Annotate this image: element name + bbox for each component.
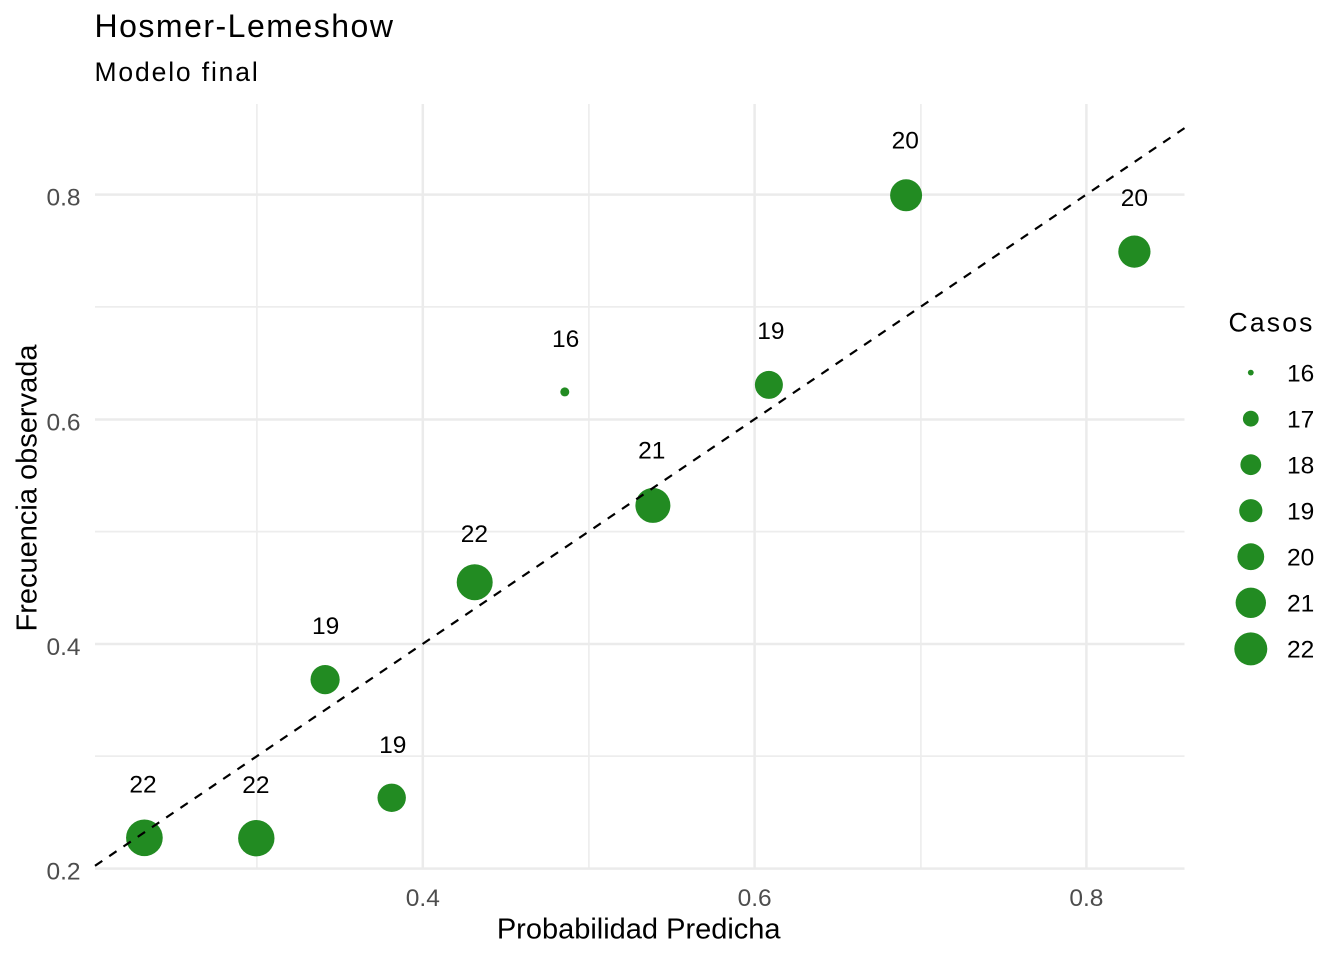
svg-text:22: 22 — [1287, 637, 1314, 664]
svg-text:Hosmer-Lemeshow: Hosmer-Lemeshow — [95, 8, 395, 44]
svg-text:21: 21 — [638, 438, 665, 465]
svg-text:0.4: 0.4 — [46, 634, 80, 661]
svg-text:19: 19 — [1287, 498, 1314, 525]
svg-text:0.8: 0.8 — [46, 184, 80, 211]
svg-text:0.6: 0.6 — [46, 409, 80, 436]
svg-text:21: 21 — [1287, 590, 1314, 617]
svg-text:19: 19 — [312, 613, 339, 640]
svg-text:Frecuencia observada: Frecuencia observada — [12, 344, 44, 632]
svg-text:Probabilidad Predicha: Probabilidad Predicha — [497, 913, 782, 945]
svg-text:0.4: 0.4 — [406, 885, 440, 912]
svg-text:16: 16 — [552, 326, 579, 353]
svg-text:22: 22 — [461, 521, 488, 548]
svg-text:19: 19 — [757, 318, 784, 345]
svg-text:20: 20 — [1287, 544, 1314, 571]
svg-text:20: 20 — [1121, 185, 1148, 212]
svg-text:22: 22 — [129, 772, 156, 799]
svg-text:Casos: Casos — [1229, 308, 1315, 338]
svg-text:Modelo final: Modelo final — [95, 57, 260, 87]
svg-text:0.2: 0.2 — [46, 858, 80, 885]
svg-text:0.6: 0.6 — [738, 885, 772, 912]
svg-text:18: 18 — [1287, 452, 1314, 479]
svg-text:16: 16 — [1287, 360, 1314, 387]
svg-text:0.8: 0.8 — [1069, 885, 1103, 912]
svg-text:19: 19 — [379, 732, 406, 759]
svg-text:22: 22 — [242, 772, 269, 799]
svg-text:20: 20 — [892, 128, 919, 155]
svg-text:17: 17 — [1287, 406, 1314, 433]
